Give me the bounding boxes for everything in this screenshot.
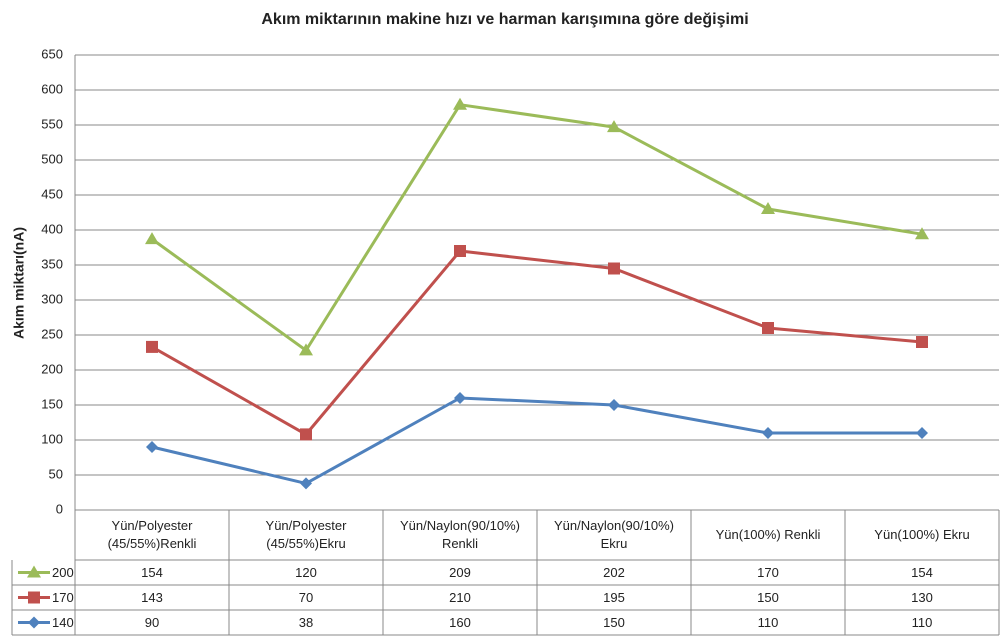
series-line: [151, 103, 923, 353]
chart-title: Akım miktarının makine hızı ve harman ka…: [261, 11, 748, 28]
table-value: 130: [911, 589, 933, 605]
data-point: [453, 97, 467, 110]
y-tick-label: 200: [41, 361, 63, 376]
table-value: 90: [144, 614, 160, 630]
table-value: 38: [298, 614, 314, 630]
y-tick-label: 100: [41, 431, 63, 446]
table-value: 70: [298, 589, 314, 605]
table-value: 150: [603, 614, 625, 630]
y-tick-label: 150: [41, 396, 63, 411]
table-value: 154: [911, 564, 933, 580]
table-value: 110: [911, 614, 933, 630]
category-label: Yün(100%) Renkli: [715, 527, 821, 543]
data-point: [607, 120, 621, 133]
y-tick-label: 450: [41, 186, 63, 201]
data-point: [299, 343, 313, 356]
table-value: 143: [141, 589, 163, 605]
legend-label: 170: [52, 590, 74, 605]
table-value: 150: [757, 589, 779, 605]
data-point: [454, 392, 466, 404]
data-point: [915, 227, 929, 240]
data-point: [300, 477, 312, 490]
table-value: 154: [141, 564, 163, 580]
category-label: Yün/Naylon(90/10%) Ekru: [554, 518, 674, 551]
data-point: [454, 245, 466, 257]
y-tick-label: 0: [56, 501, 63, 516]
y-axis-label: Akım miktarı(nA): [11, 227, 27, 339]
legend-label: 200: [52, 565, 74, 580]
data-point: [761, 202, 775, 214]
table-value: 202: [603, 564, 625, 580]
category-label: Yün/Naylon(90/10%) Renkli: [400, 518, 520, 551]
table-value: 170: [757, 564, 779, 580]
category-label: Yün/Polyester (45/55%)Renkli: [107, 518, 197, 551]
table-value: 160: [449, 614, 471, 630]
table-value: 195: [603, 589, 625, 605]
legend-marker: [28, 616, 40, 629]
y-tick-label: 600: [41, 81, 63, 96]
data-point: [145, 232, 159, 245]
table-value: 120: [295, 564, 317, 580]
table-value: 209: [449, 564, 471, 580]
data-point: [146, 441, 158, 453]
y-tick-label: 500: [41, 151, 63, 166]
table-value: 110: [757, 614, 779, 630]
data-point: [608, 399, 620, 411]
y-tick-label: 300: [41, 291, 63, 306]
data-point: [300, 428, 312, 441]
data-point: [146, 340, 158, 353]
table-value: 210: [449, 589, 471, 605]
data-point: [916, 336, 928, 348]
data-point: [762, 322, 774, 334]
category-label: Yün/Polyester (45/55%)Ekru: [265, 518, 347, 551]
y-tick-label: 50: [49, 466, 63, 481]
series-line: [151, 396, 922, 485]
legend-marker: [28, 591, 40, 604]
y-tick-label: 550: [41, 116, 63, 131]
y-tick-label: 350: [41, 256, 63, 271]
legend-label: 140: [52, 615, 74, 630]
y-tick-label: 650: [41, 46, 63, 61]
data-point: [608, 262, 620, 275]
y-tick-label: 250: [41, 326, 63, 341]
y-tick-label: 400: [41, 221, 63, 236]
category-label: Yün(100%) Ekru: [874, 527, 970, 543]
data-point: [762, 427, 774, 439]
series-line: [151, 249, 923, 437]
data-point: [916, 427, 928, 439]
legend-marker: [27, 565, 41, 578]
